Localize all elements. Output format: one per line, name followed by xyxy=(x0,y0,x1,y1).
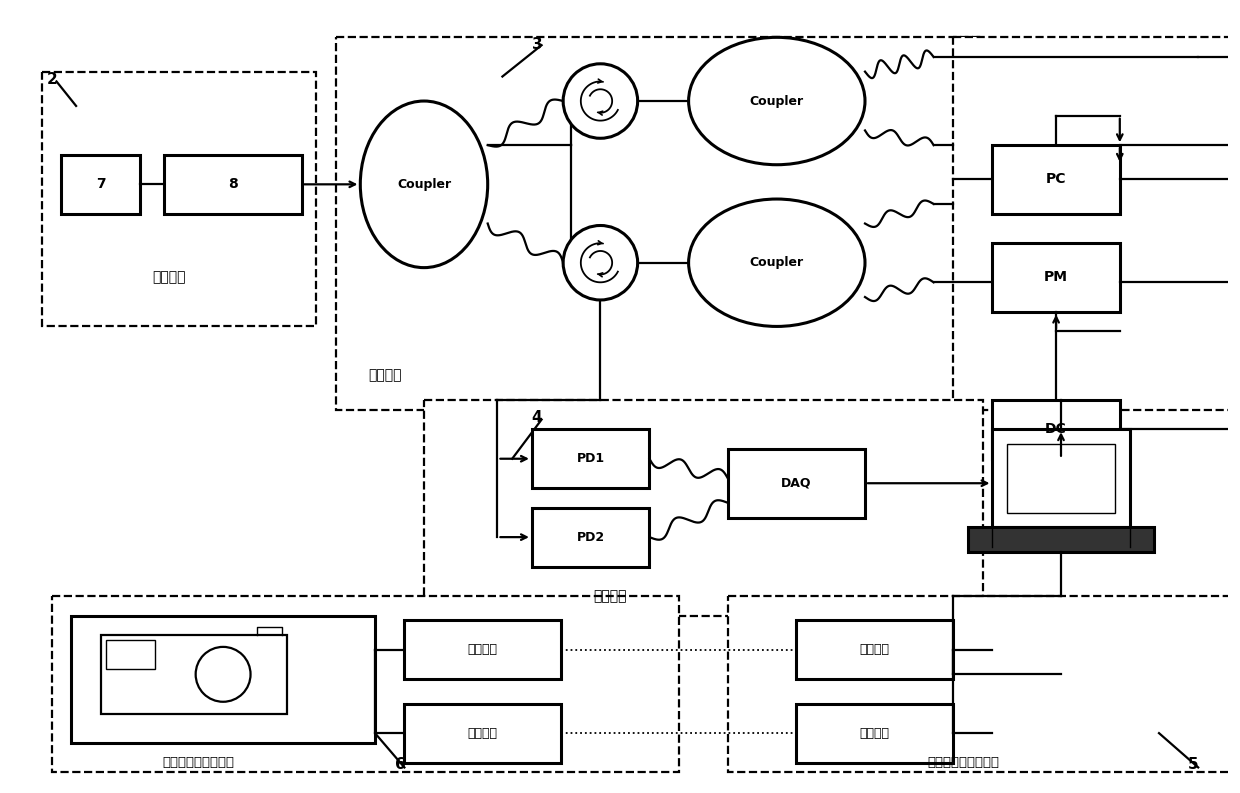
Bar xyxy=(954,37,1240,410)
Text: 8: 8 xyxy=(228,178,238,191)
Bar xyxy=(105,640,155,669)
Circle shape xyxy=(563,225,637,300)
Text: 3: 3 xyxy=(532,37,542,52)
Bar xyxy=(728,449,866,518)
Bar xyxy=(52,596,678,772)
Text: 探测模块: 探测模块 xyxy=(594,589,627,603)
Text: 6: 6 xyxy=(394,757,405,772)
Circle shape xyxy=(196,647,250,702)
Text: 4: 4 xyxy=(532,410,542,425)
Bar xyxy=(968,527,1154,552)
Bar xyxy=(992,243,1120,312)
Bar xyxy=(164,155,301,214)
Text: 电传模块: 电传模块 xyxy=(467,643,497,657)
Bar xyxy=(992,400,1120,458)
Text: PC: PC xyxy=(1045,172,1066,186)
Bar xyxy=(532,508,650,566)
Bar xyxy=(71,615,374,743)
Ellipse shape xyxy=(688,199,866,327)
Bar xyxy=(100,635,286,714)
Bar xyxy=(42,71,316,327)
Text: Coupler: Coupler xyxy=(750,94,804,108)
Bar xyxy=(728,596,1240,772)
Bar xyxy=(992,145,1120,214)
Text: 7: 7 xyxy=(95,178,105,191)
Bar xyxy=(532,429,650,488)
Bar xyxy=(796,620,954,680)
Text: Coupler: Coupler xyxy=(397,178,451,191)
Bar xyxy=(424,400,982,615)
Bar xyxy=(404,703,562,763)
Text: 5: 5 xyxy=(1188,757,1198,772)
Bar xyxy=(796,703,954,763)
Bar xyxy=(62,155,140,214)
Text: Coupler: Coupler xyxy=(750,256,804,270)
Ellipse shape xyxy=(688,37,866,165)
Text: 圈传模块: 圈传模块 xyxy=(467,726,497,740)
Ellipse shape xyxy=(361,101,487,267)
Bar xyxy=(336,37,982,410)
Circle shape xyxy=(563,63,637,138)
Text: PM: PM xyxy=(1044,270,1068,285)
Text: 电传模块: 电传模块 xyxy=(859,643,890,657)
Text: PD1: PD1 xyxy=(577,452,605,465)
Text: DAQ: DAQ xyxy=(781,477,812,490)
Text: 2: 2 xyxy=(47,71,57,86)
Text: 圈传模块: 圈传模块 xyxy=(859,726,890,740)
Text: PD2: PD2 xyxy=(577,531,605,544)
Text: 数据采集与处理模块: 数据采集与处理模块 xyxy=(928,756,999,769)
Text: 无人机视频采集模块: 无人机视频采集模块 xyxy=(162,756,234,769)
Bar xyxy=(1007,444,1115,512)
Bar xyxy=(404,620,562,680)
Bar xyxy=(992,429,1130,527)
Text: DC: DC xyxy=(1045,423,1066,436)
Text: 传感模块: 传感模块 xyxy=(368,369,402,382)
Text: 光源模块: 光源模块 xyxy=(153,270,186,285)
